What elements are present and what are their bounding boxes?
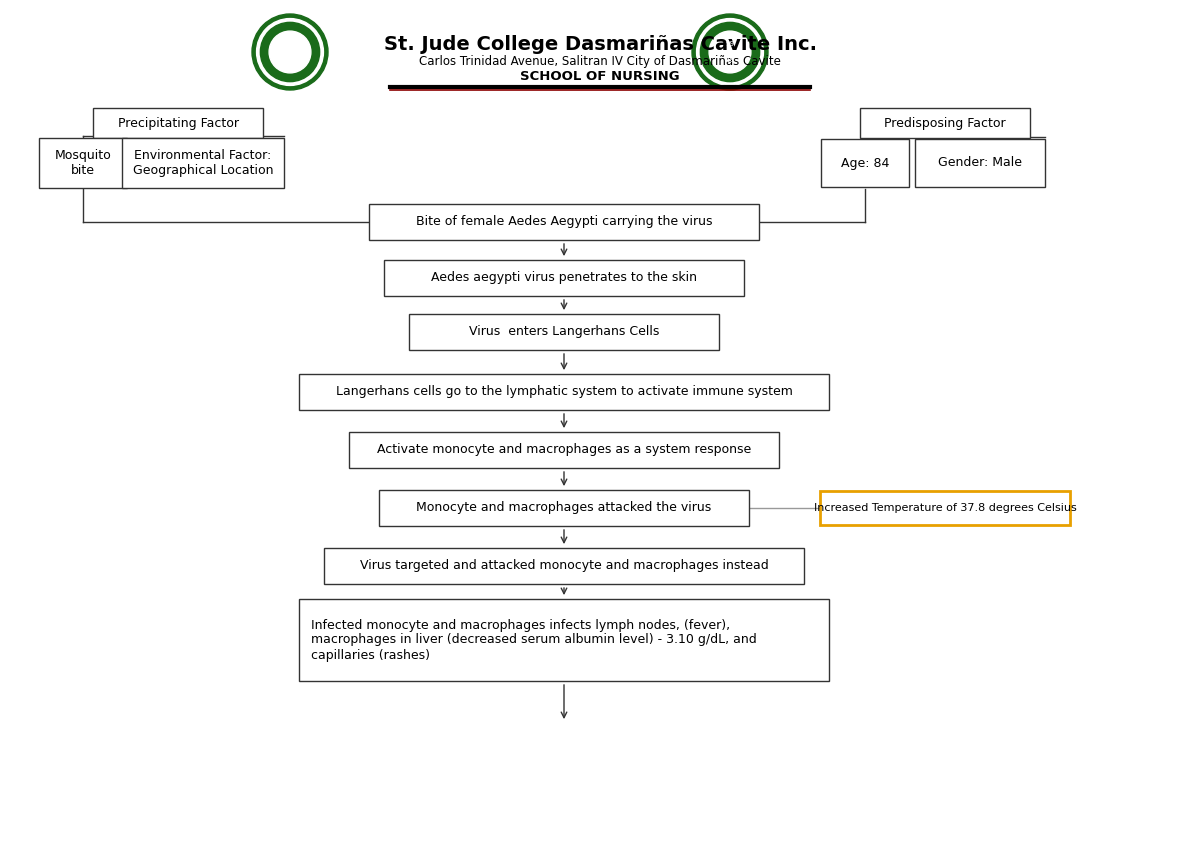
Text: 19: 19 (726, 57, 734, 63)
Circle shape (260, 22, 319, 81)
Text: Virus  enters Langerhans Cells: Virus enters Langerhans Cells (469, 326, 659, 338)
Text: Mosquito
bite: Mosquito bite (55, 149, 112, 177)
Text: 19: 19 (286, 57, 294, 63)
Text: 99: 99 (726, 41, 734, 47)
Text: Virus targeted and attacked monocyte and macrophages instead: Virus targeted and attacked monocyte and… (360, 560, 768, 572)
Text: 99: 99 (286, 41, 294, 47)
FancyBboxPatch shape (409, 314, 719, 350)
FancyBboxPatch shape (122, 138, 284, 188)
Circle shape (257, 19, 324, 86)
Text: Monocyte and macrophages attacked the virus: Monocyte and macrophages attacked the vi… (416, 501, 712, 515)
FancyBboxPatch shape (821, 139, 910, 187)
FancyBboxPatch shape (860, 108, 1030, 138)
FancyBboxPatch shape (349, 432, 779, 468)
Text: Activate monocyte and macrophages as a system response: Activate monocyte and macrophages as a s… (377, 444, 751, 456)
Text: Environmental Factor:
Geographical Location: Environmental Factor: Geographical Locat… (133, 149, 274, 177)
Circle shape (709, 31, 751, 73)
Text: Infected monocyte and macrophages infects lymph nodes, (fever),
macrophages in l: Infected monocyte and macrophages infect… (311, 618, 757, 661)
Circle shape (269, 31, 311, 73)
Text: Predisposing Factor: Predisposing Factor (884, 116, 1006, 130)
FancyBboxPatch shape (299, 374, 829, 410)
Text: SCHOOL OF NURSING: SCHOOL OF NURSING (520, 70, 680, 83)
Text: Bite of female Aedes Aegypti carrying the virus: Bite of female Aedes Aegypti carrying th… (415, 215, 713, 228)
Text: Gender: Male: Gender: Male (938, 157, 1022, 170)
Text: Aedes aegypti virus penetrates to the skin: Aedes aegypti virus penetrates to the sk… (431, 271, 697, 284)
Circle shape (696, 19, 763, 86)
FancyBboxPatch shape (94, 108, 263, 138)
FancyBboxPatch shape (299, 599, 829, 681)
Text: Precipitating Factor: Precipitating Factor (118, 116, 239, 130)
FancyBboxPatch shape (370, 204, 760, 240)
FancyBboxPatch shape (379, 490, 749, 526)
Text: Age: 84: Age: 84 (841, 157, 889, 170)
Text: St. Jude College Dasmariñas Cavite Inc.: St. Jude College Dasmariñas Cavite Inc. (384, 36, 816, 54)
Text: Carlos Trinidad Avenue, Salitran IV City of Dasmariñas Cavite: Carlos Trinidad Avenue, Salitran IV City… (419, 55, 781, 69)
FancyBboxPatch shape (916, 139, 1045, 187)
FancyBboxPatch shape (324, 548, 804, 584)
Circle shape (252, 14, 328, 90)
FancyBboxPatch shape (384, 260, 744, 296)
Circle shape (692, 14, 768, 90)
Text: Langerhans cells go to the lymphatic system to activate immune system: Langerhans cells go to the lymphatic sys… (336, 386, 792, 399)
Text: Increased Temperature of 37.8 degrees Celsius: Increased Temperature of 37.8 degrees Ce… (814, 503, 1076, 513)
Circle shape (701, 22, 760, 81)
FancyBboxPatch shape (38, 138, 127, 188)
FancyBboxPatch shape (820, 491, 1070, 525)
